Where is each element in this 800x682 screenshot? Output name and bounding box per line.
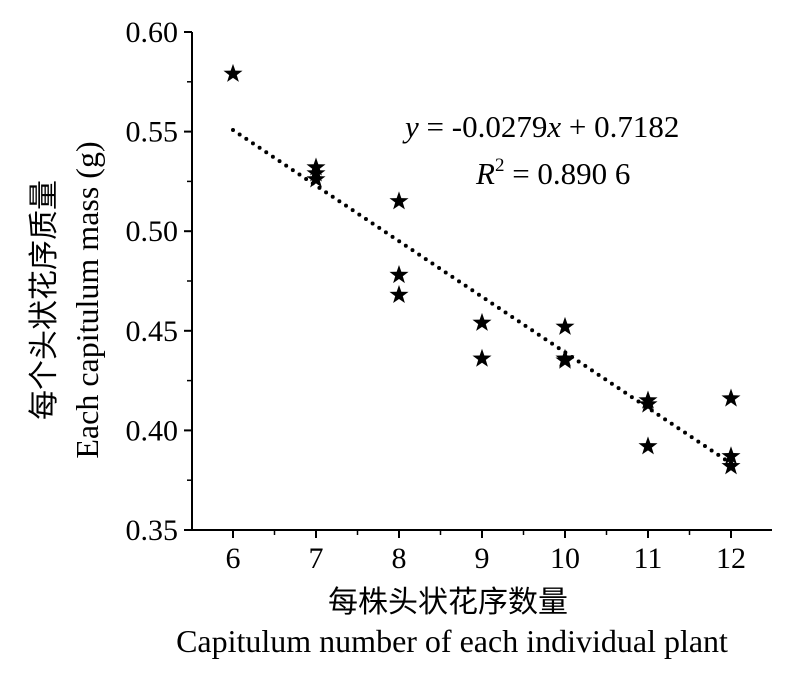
- points-layer: [223, 63, 741, 475]
- y-tick-label: 0.55: [126, 116, 179, 149]
- data-point-star: [555, 316, 575, 335]
- y-tick-label: 0.45: [126, 315, 179, 348]
- x-tick-label: 12: [716, 542, 746, 575]
- data-point-star: [638, 394, 658, 413]
- y-axis-title-cn: 每个头状花序质量: [27, 180, 62, 420]
- y-tick-label: 0.40: [126, 414, 179, 447]
- y-axis-title: Each capitulum mass (g): [69, 141, 105, 458]
- r-squared-label: R2 = 0.890 6: [475, 155, 630, 191]
- y-ticks: 0.35 0.40 0.45 0.50 0.55 0.60: [126, 16, 192, 547]
- x-tick-label: 10: [550, 542, 580, 575]
- x-tick-label: 8: [392, 542, 407, 575]
- x-tick-label: 7: [309, 542, 324, 575]
- data-point-star: [638, 436, 658, 455]
- x-tick-label: 11: [634, 542, 663, 575]
- y-tick-label: 0.50: [126, 215, 179, 248]
- data-point-star: [721, 456, 741, 475]
- data-point-star: [555, 350, 575, 369]
- x-ticks: 6 7 8 9 10 11 12: [226, 530, 746, 575]
- x-tick-label: 9: [475, 542, 490, 575]
- data-point-star: [721, 388, 741, 407]
- data-point-star: [389, 191, 409, 210]
- data-point-star: [223, 63, 243, 82]
- x-axis-title: Capitulum number of each individual plan…: [176, 623, 728, 659]
- x-tick-label: 6: [226, 542, 241, 575]
- data-point-star: [472, 348, 492, 367]
- data-point-star: [721, 446, 741, 465]
- data-point-star: [306, 169, 326, 188]
- data-point-star: [389, 265, 409, 284]
- data-point-star: [389, 284, 409, 304]
- y-tick-label: 0.60: [126, 16, 179, 49]
- data-point-star: [472, 312, 492, 331]
- y-tick-label: 0.35: [126, 514, 179, 547]
- axes: [191, 32, 772, 531]
- x-axis-title-cn: 每株头状花序数量: [328, 585, 568, 620]
- equation-label: y = -0.0279x + 0.7182: [402, 109, 679, 144]
